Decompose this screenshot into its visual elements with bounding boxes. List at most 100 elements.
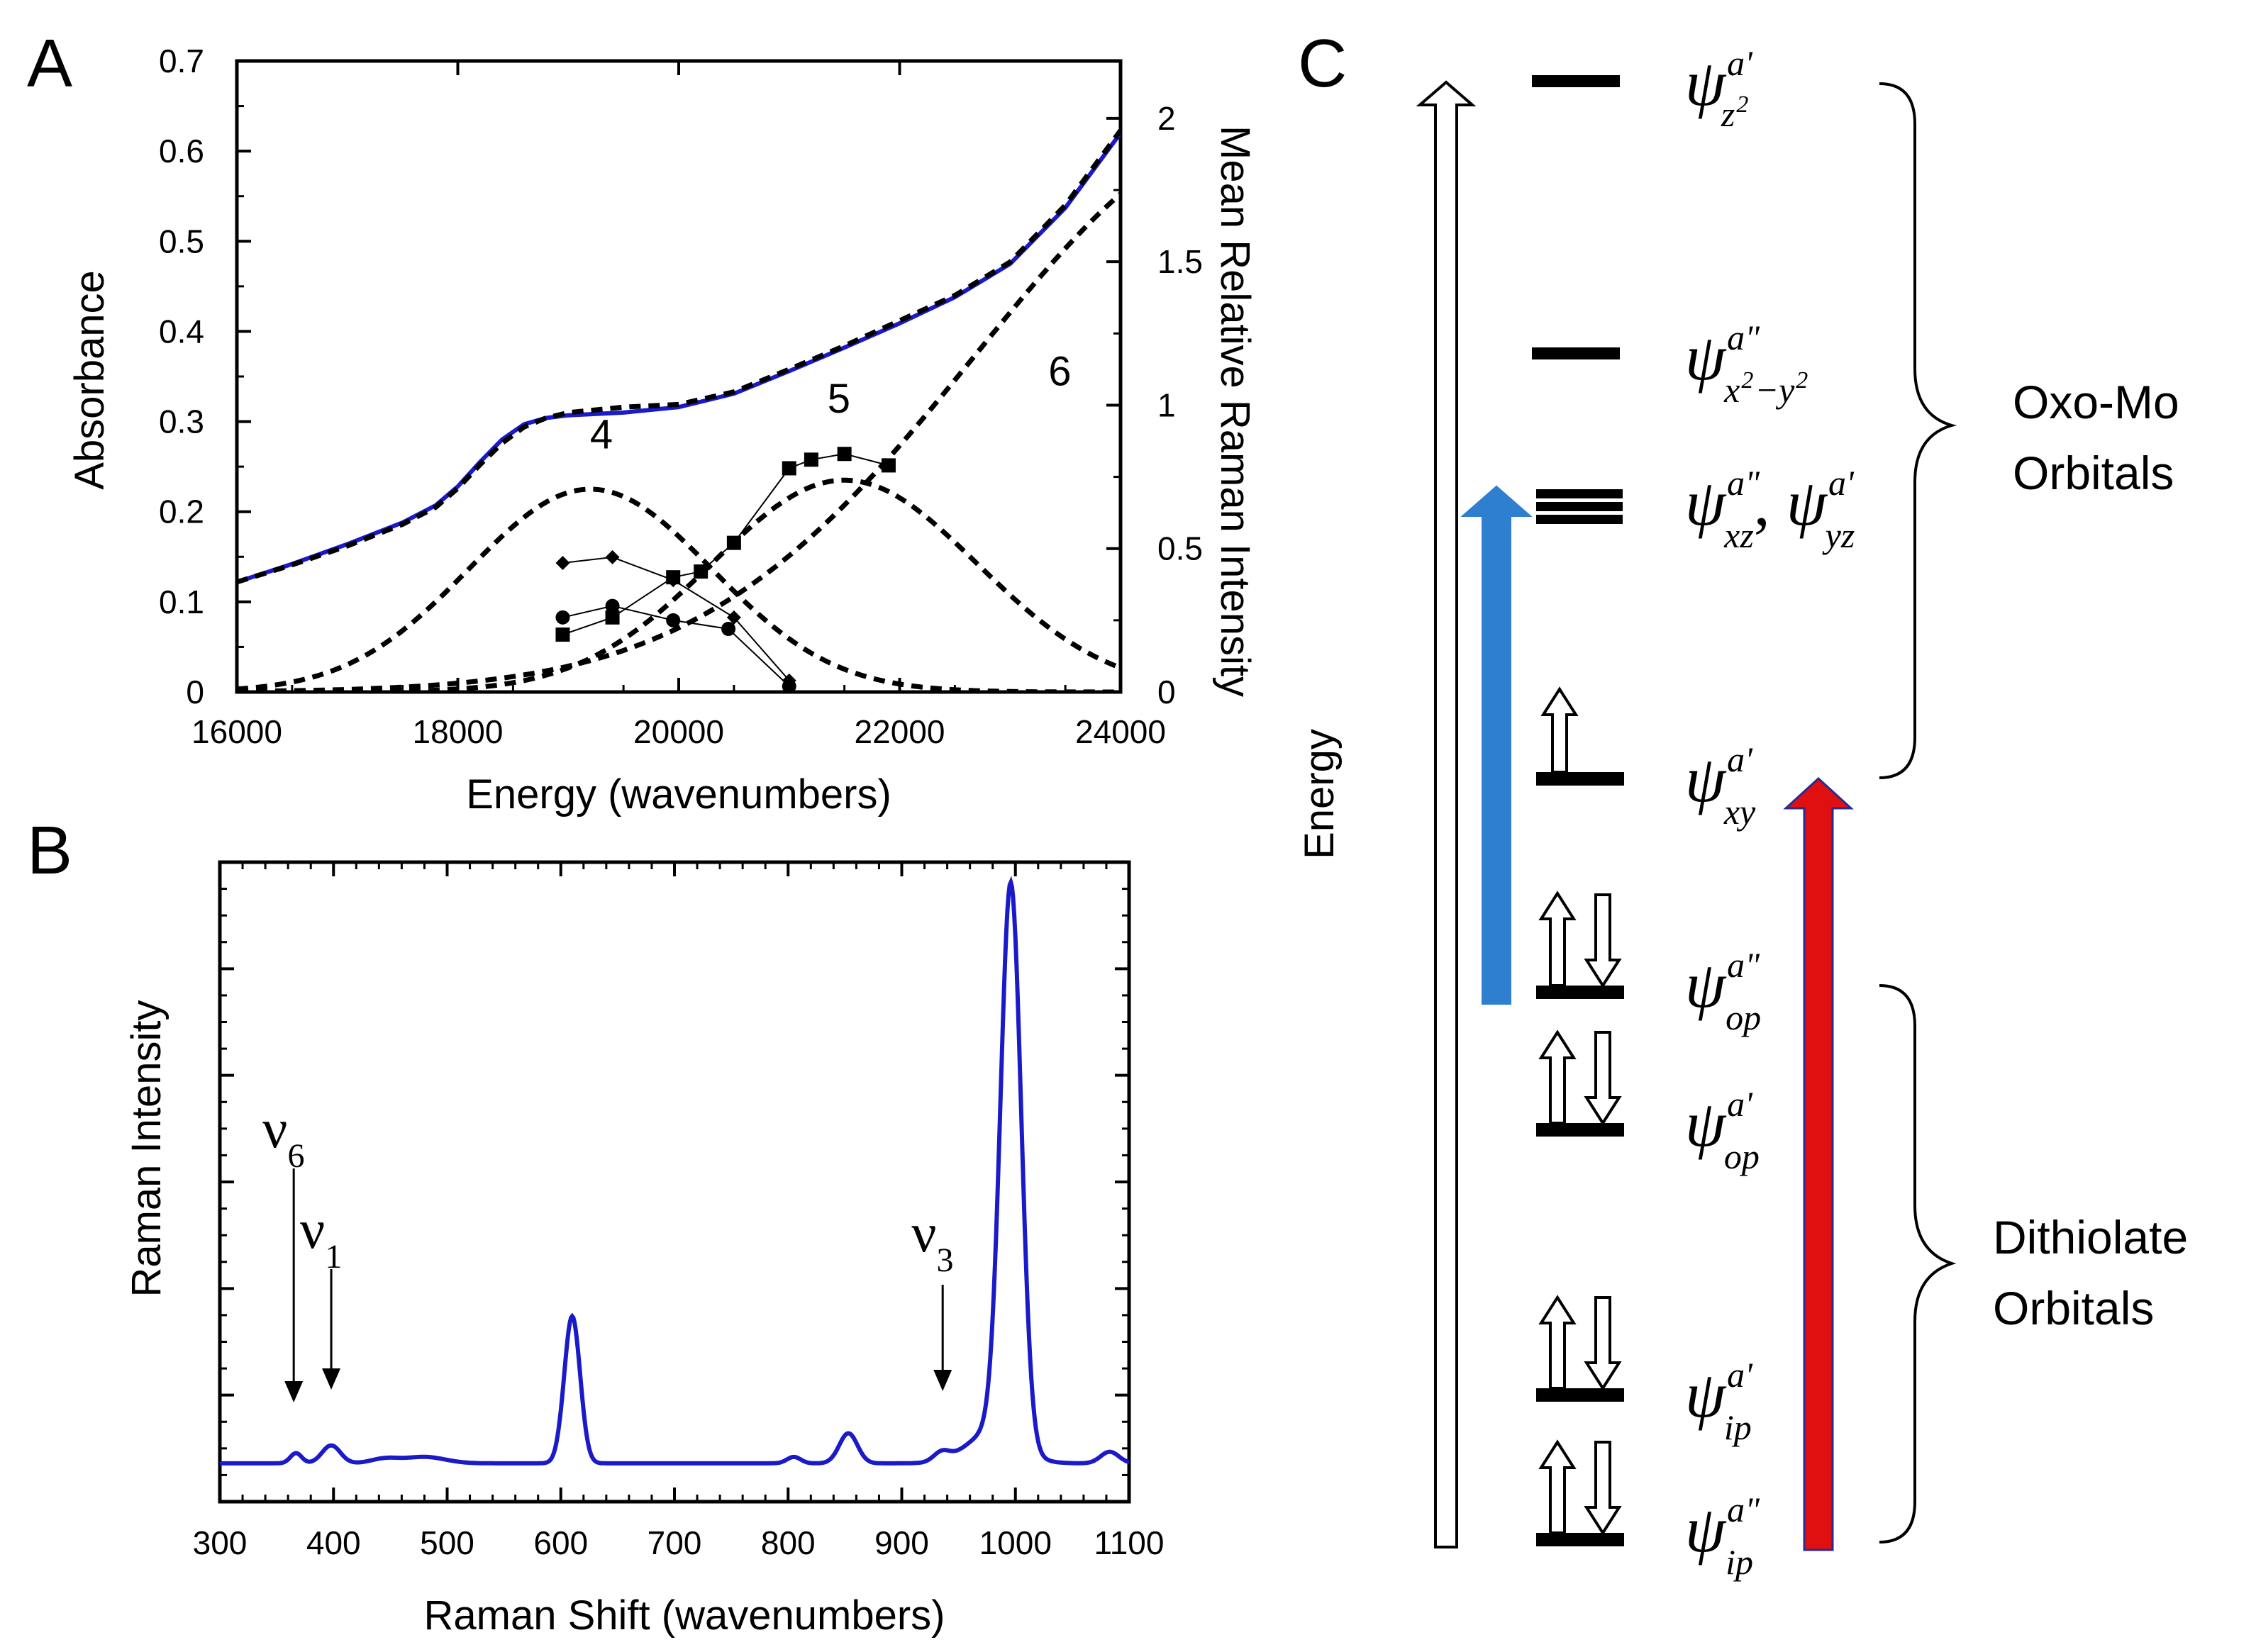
level-ip-a1 — [1536, 1295, 1624, 1402]
label-psi-xz-yz: ψa" xz, ψa' yz — [1685, 463, 1855, 555]
panel-b-letter: B — [27, 813, 72, 888]
y-tick-label: 0.3 — [159, 403, 204, 440]
x-tick-label: 800 — [761, 1524, 816, 1561]
level-bar — [1536, 1123, 1624, 1137]
y-tick-label: 0.6 — [159, 133, 204, 169]
panel-a-band-labels: 4 5 6 — [590, 349, 1072, 458]
red-transition-arrow — [1783, 776, 1854, 1551]
panel-a-curves — [237, 128, 1121, 692]
panel-a-raman-profiles — [555, 447, 896, 693]
nu-3-label: ν3 — [911, 1202, 953, 1279]
x-tick-label: 18000 — [413, 713, 504, 750]
electron-spin-up — [1538, 1439, 1577, 1534]
blue-transition-arrow — [1460, 485, 1533, 1005]
level-bar — [1536, 502, 1623, 511]
panel-b-frame — [218, 860, 1131, 1504]
y-tick-label: 0.2 — [159, 493, 204, 530]
energy-axis-label: Energy — [1296, 729, 1343, 859]
label-psi-ip-a2: ψa" ip — [1685, 1490, 1760, 1582]
raman-point-circle — [782, 679, 796, 693]
label-psi-op-a1: ψa' op — [1685, 1084, 1760, 1176]
raman-point-square — [666, 570, 681, 585]
band-label-6: 6 — [1048, 349, 1071, 395]
level-bar — [1536, 1388, 1624, 1402]
raman-point-square — [555, 627, 570, 642]
x-tick-label: 500 — [420, 1524, 474, 1561]
level-bar — [1532, 347, 1620, 359]
panel-b-y-axis-label: Raman Intensity — [123, 1000, 170, 1297]
panel-b-ticks: 300 400 500 600 700 800 900 1000 1100 — [193, 862, 1165, 1561]
x-tick-label: 900 — [874, 1524, 929, 1561]
level-op-a2 — [1536, 891, 1624, 999]
x-tick-label: 16000 — [191, 713, 282, 750]
panel-a-ticks: 16000 18000 20000 22000 2400000.10.20.30.40.… — [159, 43, 1203, 750]
panel-a-y-axis-label: Absorbance — [67, 270, 113, 490]
x-tick-label: 700 — [648, 1524, 702, 1561]
y-tick-label: 0 — [186, 674, 204, 710]
raman-point-circle — [555, 610, 570, 625]
nu-6-arrow-head — [284, 1381, 304, 1402]
y2-tick-label: 0 — [1157, 674, 1176, 710]
panel-a-chart: 16000 18000 20000 22000 2400000.10.20.30.40.… — [67, 43, 1258, 817]
panel-b-x-axis-label: Raman Shift (wavenumbers) — [424, 1592, 945, 1639]
raman-point-diamond — [726, 610, 741, 625]
raman-point-circle — [605, 598, 620, 613]
panel-b-chart: 300 400 500 600 700 800 900 1000 1100 ν6 ν1 ν3 Ram… — [123, 860, 1165, 1639]
label-psi-x2-y2: ψa" x2−y2 — [1685, 318, 1808, 410]
nu-6-label: ν6 — [262, 1098, 304, 1175]
raman-point-square — [782, 461, 796, 476]
label-psi-z2: ψa' z2 — [1685, 43, 1753, 134]
x-tick-label: 600 — [533, 1524, 588, 1561]
raman-point-square — [881, 458, 896, 473]
x-tick-label: 400 — [306, 1524, 361, 1561]
panel-a-y2-axis-label: Mean Relative Raman Intensity — [1212, 125, 1258, 697]
electron-spin-up — [1538, 891, 1577, 987]
electron-spin-up — [1540, 686, 1579, 774]
level-z2 — [1532, 75, 1620, 87]
group-oxo-mo-label-line1: Oxo-Mo — [2013, 376, 2179, 428]
absorbance-curve — [237, 131, 1121, 584]
level-bar — [1536, 1533, 1624, 1546]
level-bar — [1536, 986, 1624, 999]
y2-tick-label: 1 — [1157, 386, 1176, 423]
electron-spin-down — [1584, 893, 1622, 988]
x-tick-label: 24000 — [1075, 713, 1166, 750]
raman-point-diamond — [605, 549, 620, 564]
raman-point-square — [726, 535, 741, 550]
raman-point-square — [804, 452, 818, 467]
level-bar — [1536, 489, 1623, 498]
x-tick-label: 20000 — [633, 713, 724, 750]
raman-spectrum — [220, 876, 1129, 1466]
band-label-4: 4 — [590, 412, 613, 458]
fit-envelope-curve — [237, 128, 1121, 585]
raman-point-square — [694, 564, 709, 579]
electron-spin-up — [1538, 1295, 1577, 1390]
panel-c-diagram: Energy — [1296, 43, 2188, 1582]
x-tick-label: 300 — [193, 1524, 248, 1561]
level-x2-y2 — [1532, 347, 1620, 359]
y-tick-label: 0.4 — [159, 313, 204, 350]
y2-tick-label: 0.5 — [1157, 530, 1203, 567]
brace-oxo-mo — [1879, 82, 1957, 779]
electron-spin-down — [1584, 1031, 1622, 1126]
level-bar — [1536, 515, 1623, 524]
level-xy — [1536, 686, 1624, 786]
y-tick-label: 0.7 — [159, 43, 204, 79]
panel-a-letter: A — [27, 26, 72, 101]
label-psi-xy: ψa' xy — [1685, 740, 1756, 832]
level-op-a1 — [1536, 1029, 1624, 1137]
brace-dithiolate — [1879, 984, 1957, 1544]
raman-point-square — [605, 610, 620, 625]
x-tick-label: 1000 — [979, 1524, 1052, 1561]
level-xz-yz — [1536, 489, 1623, 524]
label-psi-ip-a1: ψa' ip — [1685, 1355, 1753, 1447]
level-bar — [1532, 75, 1620, 87]
group-oxo-mo-label-line2: Orbitals — [2013, 447, 2174, 499]
electron-spin-down — [1584, 1441, 1622, 1536]
y2-tick-label: 2 — [1157, 100, 1176, 137]
group-dithiolate-label-line1: Dithiolate — [1993, 1211, 2188, 1263]
x-tick-label: 22000 — [855, 713, 945, 750]
x-tick-label: 1100 — [1094, 1524, 1165, 1561]
panel-b-curve — [220, 876, 1129, 1466]
